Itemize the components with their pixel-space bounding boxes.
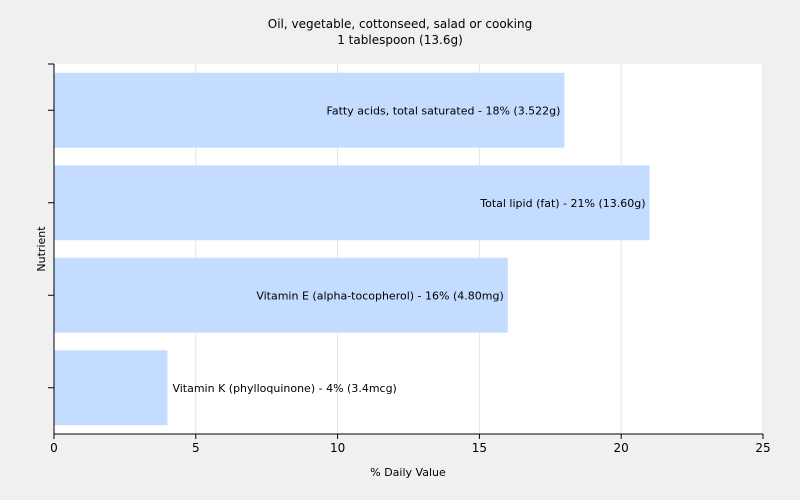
x-tick-label: 5 — [192, 441, 200, 455]
y-axis-label: Nutrient — [35, 226, 48, 272]
bar-label: Vitamin K (phylloquinone) - 4% (3.4mcg) — [172, 382, 396, 395]
x-tick-label: 0 — [50, 441, 58, 455]
x-ticks: 0 5 10 15 20 25 — [50, 434, 771, 455]
bar — [54, 257, 508, 333]
x-tick-label: 10 — [330, 441, 345, 455]
x-axis-label: % Daily Value — [370, 466, 446, 479]
bar-label: Total lipid (fat) - 21% (13.60g) — [479, 197, 645, 210]
x-tick-label: 20 — [614, 441, 629, 455]
chart-title: Oil, vegetable, cottonseed, salad or coo… — [268, 17, 532, 31]
bar-label: Fatty acids, total saturated - 18% (3.52… — [327, 104, 561, 117]
bar — [54, 350, 168, 426]
bars: Fatty acids, total saturated - 18% (3.52… — [54, 72, 650, 426]
axes — [48, 63, 763, 435]
bar-label: Vitamin E (alpha-tocopherol) - 16% (4.80… — [256, 289, 503, 302]
x-tick-label: 25 — [755, 441, 770, 455]
x-tick-label: 15 — [472, 441, 487, 455]
chart-subtitle: 1 tablespoon (13.6g) — [337, 33, 463, 47]
bar — [54, 165, 650, 241]
bar — [54, 72, 565, 148]
